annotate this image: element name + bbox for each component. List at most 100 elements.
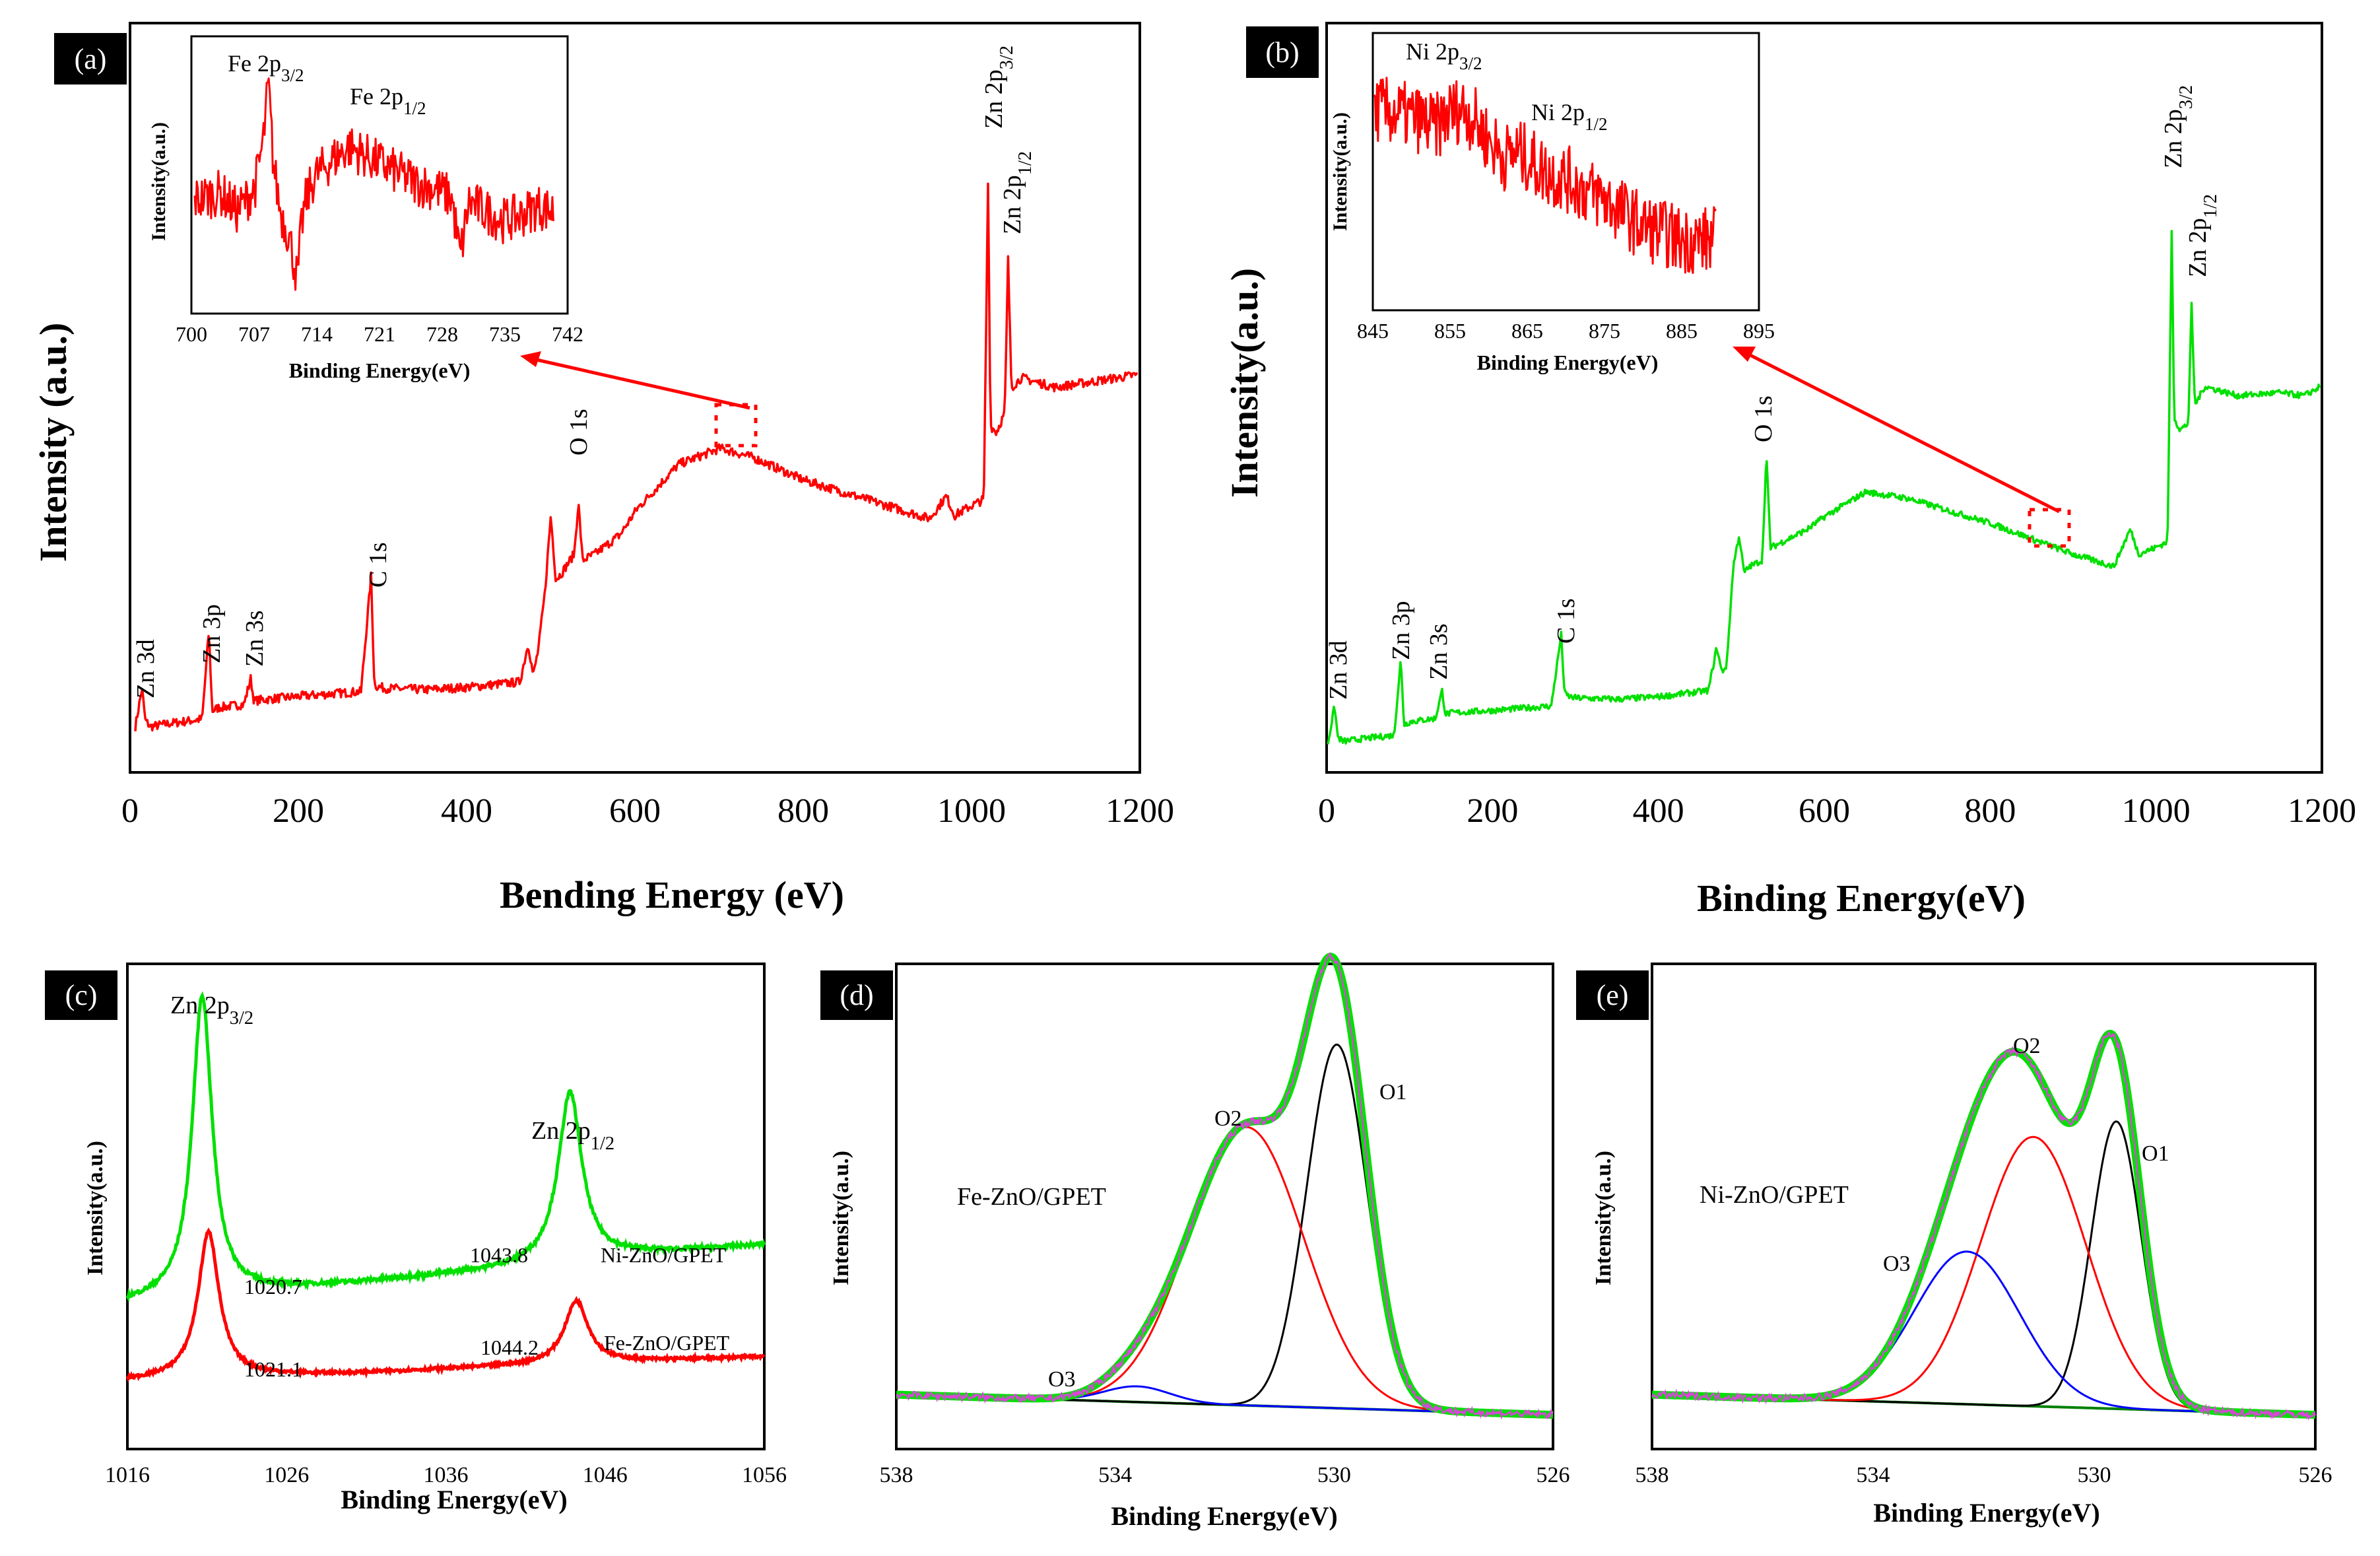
panel-d-frame <box>895 963 1554 1450</box>
panel-e-x-label: Binding Energy(eV) <box>1873 1498 2099 1528</box>
panel-c-series <box>125 991 766 1383</box>
panel-b-inset-y-label: Intensity(a.u.) <box>1329 112 1351 231</box>
panel-d: (d) 538 534 530 526 Binding Energy(eV) Inte… <box>820 952 1570 1531</box>
panel-a-inset: 700 707 714 721 728 735 742 Binding Energy(eV)… <box>148 35 583 382</box>
panel-a-peak-label-0: Zn 3d <box>132 639 160 698</box>
d-ticks-label-1: 534 <box>1098 1463 1132 1487</box>
b-ticks-label-5: 1000 <box>2122 792 2191 830</box>
panel-b-frame <box>1325 22 2323 774</box>
panel-b-peak-label-1: Zn 3p <box>1387 601 1415 660</box>
panel-c-frame <box>126 963 766 1450</box>
panel-a-y-label: Intensity (a.u.) <box>32 323 75 562</box>
panel-a-inset-x-ticks: 700 707 714 721 728 735 742 <box>176 322 583 346</box>
c-ticks-label-4: 1056 <box>742 1463 787 1487</box>
a-series-line <box>134 182 1139 732</box>
panel-d-component-label-1: O2 <box>1214 1106 1242 1131</box>
panel-a-peak-label-1: Zn 3p <box>198 604 226 663</box>
panel-b-label: (b) <box>1265 36 1299 69</box>
a-ticks-label-0: 0 <box>121 792 139 830</box>
a-ticks-label-5: 1000 <box>937 792 1006 830</box>
panel-b-x-ticks: 0 200 400 600 800 1000 1200 <box>1318 792 2356 830</box>
e-series-component-O2 <box>1651 1135 2316 1416</box>
panel-e-sample-label: Ni-ZnO/GPET <box>1700 1181 1849 1209</box>
panel-a-inset-peak-label-1: Fe 2p1/2 <box>350 83 426 118</box>
panel-c-label-box <box>45 970 117 1020</box>
panel-e-label: (e) <box>1597 979 1629 1011</box>
a-inset-ticks-label-0: 700 <box>176 322 207 346</box>
panel-d-x-ticks: 538 534 530 526 <box>880 1463 1570 1487</box>
panel-b-peak-label-3: C 1s <box>1552 598 1580 644</box>
panel-d-component-label-2: O3 <box>1048 1367 1076 1392</box>
panel-d-series <box>893 952 1556 1420</box>
panel-e-x-ticks: 538 534 530 526 <box>1636 1463 2332 1487</box>
panel-d-x-label: Binding Energy(eV) <box>1111 1501 1337 1531</box>
panel-b-peak-label-2: Zn 3s <box>1425 624 1453 681</box>
b-inset-series-line <box>1373 77 1717 274</box>
d-ticks-label-0: 538 <box>880 1463 913 1487</box>
b-ticks-label-6: 1200 <box>2288 792 2356 830</box>
panel-a-label-box <box>54 33 127 85</box>
panel-c-x-ticks: 1016 1026 1036 1046 1056 <box>105 1463 787 1487</box>
panel-a-inset-peak-label-0: Fe 2p3/2 <box>228 50 304 85</box>
panel-e-component-label-2: O3 <box>1883 1252 1911 1276</box>
panel-b-inset: 845 855 865 875 885 895 Binding Energy(eV) In… <box>1329 32 1775 374</box>
panel-b-y-label: Intensity(a.u.) <box>1223 268 1266 498</box>
panel-b-peak-label-0: Zn 3d <box>1325 640 1352 700</box>
panel-e-component-label-1: O2 <box>2013 1034 2041 1058</box>
panel-b-inset-series <box>1373 77 1717 274</box>
b-ticks-label-4: 800 <box>1964 792 2016 830</box>
panel-b: (b) 0 200 400 600 800 1000 1200 Binding Energy… <box>1223 22 2356 920</box>
b-ticks-label-3: 600 <box>1799 792 1850 830</box>
panel-a-inset-frame <box>190 35 569 315</box>
e-ticks-label-0: 538 <box>1636 1463 1669 1487</box>
panel-c-annotation-3: 1044.2 <box>480 1336 539 1359</box>
panel-b-zoom-arrow <box>1741 349 2061 514</box>
panel-a-x-ticks: 0 200 400 600 800 1000 1200 <box>121 792 1174 830</box>
panel-a-x-label: Bending Energy (eV) <box>500 873 844 916</box>
c-ticks-label-2: 1036 <box>424 1463 469 1487</box>
panel-a-inset-series <box>193 77 554 291</box>
panel-d-label-box <box>820 970 893 1020</box>
d-ticks-label-3: 526 <box>1537 1463 1570 1487</box>
panel-d-sample-label: Fe-ZnO/GPET <box>957 1183 1106 1211</box>
b-inset-ticks-label-1: 855 <box>1434 319 1466 343</box>
panel-c-label: (c) <box>65 979 98 1011</box>
e-ticks-label-1: 534 <box>1857 1463 1890 1487</box>
panel-a-inset-y-label: Intensity(a.u.) <box>148 122 170 241</box>
a-ticks-label-1: 200 <box>273 792 324 830</box>
c-series-line-1 <box>125 1227 766 1383</box>
a-inset-ticks-label-3: 721 <box>364 322 395 346</box>
b-inset-ticks-label-5: 895 <box>1743 319 1775 343</box>
panel-a-peak-label-3: C 1s <box>364 542 392 588</box>
d-ticks-label-2: 530 <box>1317 1463 1351 1487</box>
panel-e-series <box>1649 1029 2319 1421</box>
e-series-component-O1 <box>1651 1120 2316 1416</box>
d-series-component-O1 <box>896 1043 1554 1416</box>
panel-b-inset-frame <box>1372 32 1760 312</box>
c-ticks-label-3: 1046 <box>583 1463 628 1487</box>
panel-b-x-label: Binding Energy(eV) <box>1697 877 2026 920</box>
panel-a-series <box>134 182 1139 732</box>
panel-b-zoom-arrow-head <box>1733 347 1756 362</box>
c-series-line-0 <box>125 991 766 1302</box>
panel-a-inset-x-label: Binding Energy(eV) <box>289 358 471 382</box>
panel-a-zoom-arrow <box>527 356 750 410</box>
a-ticks-label-6: 1200 <box>1106 792 1174 830</box>
panel-c-y-label: Intensity(a.u.) <box>83 1141 108 1275</box>
panel-a-zoom-region <box>714 403 758 448</box>
panel-c-peak-label-0: Zn 2p3/2 <box>170 992 253 1029</box>
a-inset-series-line <box>193 77 554 291</box>
e-series-component-O3 <box>1651 1250 2316 1416</box>
panel-b-zoom-region <box>2028 508 2071 548</box>
panel-a-zoom-arrow-head <box>520 351 541 367</box>
panel-c-annotation-1: 1043.8 <box>470 1243 528 1267</box>
a-inset-ticks-label-2: 714 <box>301 322 333 346</box>
panel-d-component-label-0: O1 <box>1379 1080 1407 1104</box>
panel-c-legend-fe: Fe-ZnO/GPET <box>604 1331 730 1355</box>
b-ticks-label-0: 0 <box>1318 792 1335 830</box>
panel-a-peak-label-2: Zn 3s <box>241 611 269 667</box>
panel-c-annotation-2: 1021.1 <box>244 1357 302 1381</box>
a-inset-ticks-label-1: 707 <box>238 322 270 346</box>
panel-a-peak-label-6: Zn 2p1/2 <box>999 151 1036 234</box>
